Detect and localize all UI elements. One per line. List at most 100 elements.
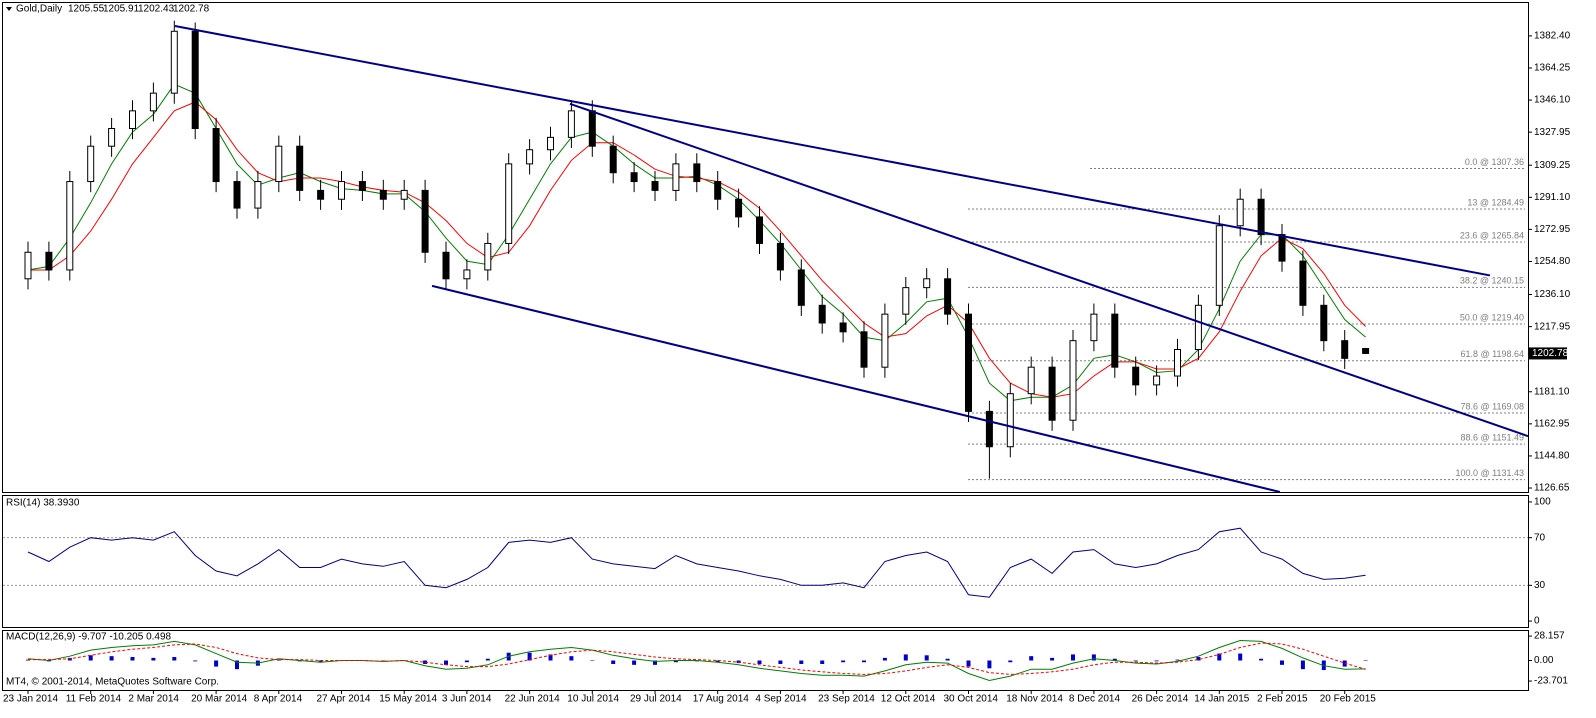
candle-body (1257, 198, 1265, 236)
candle-body (881, 313, 889, 368)
histogram-bar (485, 658, 490, 661)
macd-line (27, 639, 1366, 682)
histogram-bar (903, 654, 908, 661)
x-tick-label: 14 Jan 2015 (1194, 694, 1249, 705)
histogram-bar (1196, 657, 1201, 661)
x-tick-label: 23 Jan 2014 (3, 694, 58, 705)
candle-body (1341, 340, 1349, 359)
histogram-bar (193, 660, 198, 662)
candle-body (1132, 366, 1140, 386)
x-tick-label: 4 Sep 2014 (755, 694, 807, 705)
fib-label: 38.2 @ 1240.15 (1460, 276, 1524, 286)
candle-body (1111, 313, 1119, 368)
candle-body (1362, 348, 1370, 354)
trendline (174, 25, 1491, 277)
histogram-bar (235, 660, 239, 670)
header-high: 1205.91 (103, 4, 140, 15)
x-tick-label: 2 Feb 2015 (1257, 694, 1308, 705)
trendline (431, 284, 1281, 492)
x-tick-label: 20 Mar 2014 (191, 694, 248, 705)
histogram-bar (1091, 654, 1096, 661)
candle-body (985, 410, 993, 448)
candle-body (714, 181, 722, 200)
candle-body (1320, 304, 1328, 342)
histogram-bar (1259, 658, 1264, 661)
histogram-bar (381, 660, 386, 661)
candle-body (651, 181, 659, 191)
price-panel (2, 2, 1529, 493)
x-tick-label: 3 Jun 2014 (442, 694, 492, 705)
candle-body (693, 163, 701, 183)
candle-body (1006, 393, 1014, 448)
histogram-bar (464, 660, 469, 663)
candle-body (484, 242, 492, 271)
histogram-bar (1217, 653, 1222, 661)
histogram-bar (276, 659, 281, 661)
histogram-bar (924, 655, 929, 661)
histogram-bar (966, 660, 971, 667)
candle-body (1215, 225, 1223, 306)
candle-body (1027, 366, 1035, 395)
x-tick-label: 22 Jun 2014 (505, 694, 560, 705)
candle-body (212, 128, 220, 183)
menu-arrow (6, 7, 12, 11)
x-tick-label: 20 Feb 2015 (1320, 694, 1377, 705)
x-tick-label: 15 May 2014 (379, 694, 437, 705)
histogram-bar (778, 660, 783, 664)
candle-body (818, 304, 826, 324)
histogram-bar (1071, 654, 1075, 661)
histogram-bar (882, 657, 887, 661)
candle-body (567, 110, 575, 138)
candle-body (87, 145, 95, 183)
candle-body (149, 92, 157, 112)
candle-body (547, 136, 554, 151)
x-tick-label: 2 Mar 2014 (128, 694, 179, 705)
y-tick-label: 0.00 (1534, 655, 1554, 666)
x-tick-label: 29 Jul 2014 (630, 694, 682, 705)
x-tick-label: 26 Dec 2014 (1132, 694, 1189, 705)
header-close: 1202.78 (173, 4, 210, 15)
candle-body (965, 313, 972, 412)
y-tick-label: 1346.10 (1534, 95, 1571, 106)
histogram-bar (214, 660, 219, 667)
histogram-bar (632, 660, 637, 665)
footer: MT4, © 2001-2014, MetaQuotes Software Co… (6, 677, 219, 688)
candle-body (254, 181, 262, 209)
candle-body (275, 145, 283, 183)
candle-body (379, 189, 387, 200)
histogram-bar (673, 660, 678, 663)
candle-body (1048, 366, 1056, 421)
fib-label: 88.6 @ 1151.49 (1460, 432, 1524, 442)
candle-body (1174, 349, 1181, 377)
candle-body (338, 181, 345, 200)
x-tick-label: 18 Nov 2014 (1006, 694, 1063, 705)
candle-body (672, 163, 680, 191)
fib-label: 100.0 @ 1131.43 (1455, 468, 1524, 478)
y-tick-label: 1291.10 (1534, 192, 1571, 203)
x-tick-label: 17 Aug 2014 (693, 694, 750, 705)
candle-body (170, 30, 178, 94)
fib-label: 0.0 @ 1307.36 (1465, 157, 1524, 167)
x-tick-label: 10 Jul 2014 (567, 694, 619, 705)
y-tick-label: 30 (1534, 580, 1546, 591)
histogram-bar (88, 655, 93, 661)
macd-title: MACD(12,26,9) -9.707 -10.205 0.498 (6, 632, 172, 643)
candle-body (860, 331, 868, 368)
histogram-bar (569, 656, 574, 661)
rsi-line (27, 527, 1366, 598)
histogram-bar (862, 660, 866, 663)
histogram-bar (109, 656, 114, 661)
candle-body (191, 30, 199, 130)
header-open: 1205.55 (68, 4, 105, 15)
candle-body (923, 278, 931, 289)
candle-body (463, 269, 471, 280)
candle-body (609, 145, 617, 174)
candle-body (1153, 375, 1161, 386)
histogram-bar (653, 660, 657, 665)
y-tick-label: 1272.95 (1534, 224, 1571, 235)
y-tick-label: 1126.65 (1534, 483, 1570, 494)
y-tick-label: 1144.80 (1534, 451, 1570, 462)
rsi-panel (2, 495, 1529, 628)
chart-title: Gold,Daily (16, 4, 62, 15)
